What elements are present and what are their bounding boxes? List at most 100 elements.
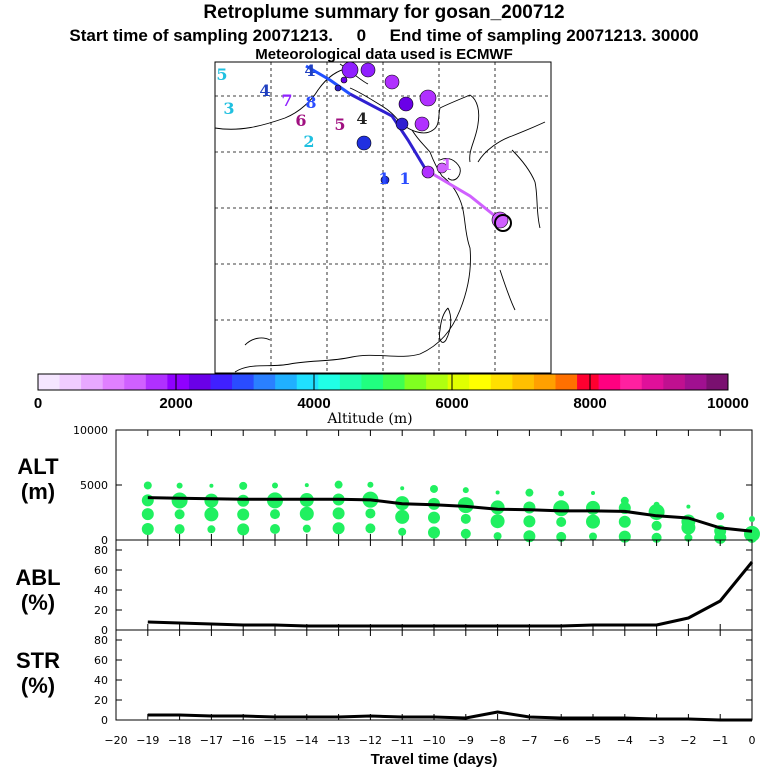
altitude-scatter-point: [430, 484, 438, 493]
altitude-scatter-point: [174, 509, 185, 520]
altitude-scatter-point: [365, 523, 376, 534]
altitude-scatter-point: [334, 480, 343, 489]
altitude-scatter-point: [749, 515, 755, 522]
colorbar-cell: [59, 374, 82, 390]
altitude-scatter-point: [523, 515, 536, 528]
altitude-scatter-point: [171, 492, 188, 509]
altitude-scatter-point: [332, 507, 345, 520]
altitude-scatter-point: [209, 483, 214, 488]
x-tick-label: −1: [712, 734, 728, 747]
x-tick-label: −12: [359, 734, 382, 747]
x-tick-label: −3: [648, 734, 664, 747]
altitude-scatter-point: [490, 500, 505, 515]
colorbar-tick-label: 4000: [297, 395, 330, 412]
altitude-scatter-point: [239, 481, 248, 490]
plume-marker: [398, 96, 414, 112]
altitude-scatter-point: [716, 512, 725, 521]
x-tick-label: −9: [458, 734, 474, 747]
altitude-scatter-point: [460, 528, 471, 539]
panel-ylabel: (m): [21, 479, 55, 504]
altitude-scatter-point: [400, 486, 405, 491]
plume-marker: [421, 165, 435, 179]
series-line: [147, 496, 753, 533]
colorbar-ticks: 0 2000 4000 6000 8000 10000: [34, 374, 749, 412]
altitude-scatter-point: [556, 531, 567, 542]
x-tick-label: −2: [680, 734, 696, 747]
altitude-scatter-point: [525, 488, 534, 497]
altitude-scatter-point: [589, 532, 597, 541]
colorbar-cell: [620, 374, 643, 390]
altitude-scatter-point: [367, 481, 374, 488]
plume-marker: [356, 135, 372, 151]
altitude-scatter-point: [618, 515, 631, 528]
x-tick-label: −20: [104, 734, 127, 747]
plume-marker: [341, 61, 359, 79]
x-tick-label: −4: [617, 734, 633, 747]
altitude-scatter-point: [586, 500, 600, 515]
altitude-scatter-point: [686, 504, 691, 509]
y-tick-label: 0: [101, 714, 108, 727]
map-day-label: 1: [378, 169, 389, 188]
y-tick-label: 10000: [73, 424, 108, 437]
panel-ylabel: ABL: [15, 565, 60, 590]
colorbar-tick-label: 0: [34, 395, 42, 412]
altitude-scatter-point: [553, 500, 570, 517]
altitude-scatter-point: [304, 483, 309, 488]
altitude-scatter-point: [398, 527, 407, 536]
altitude-scatter-point: [495, 490, 500, 495]
colorbar-cell: [188, 374, 211, 390]
y-tick-label: 60: [94, 564, 108, 577]
page-title: Retroplume summary for gosan_200712: [203, 2, 565, 23]
altitude-scatter-point: [591, 490, 595, 495]
colorbar-cells: [38, 374, 729, 390]
map-day-label: 6: [295, 111, 306, 130]
y-tick-label: 0: [101, 534, 108, 547]
altitude-scatter-point: [493, 532, 502, 541]
x-tick-label: −14: [295, 734, 318, 747]
x-tick-label: −5: [585, 734, 601, 747]
altitude-scatter-point: [653, 501, 660, 508]
plume-marker: [384, 74, 400, 90]
plume-marker: [414, 116, 430, 132]
map-day-label: 4: [356, 109, 367, 128]
x-tick-label: −8: [489, 734, 505, 747]
colorbar-cell: [533, 374, 556, 390]
y-tick-label: 80: [94, 634, 108, 647]
altitude-scatter-point: [462, 487, 469, 494]
map-graticule: [215, 62, 551, 373]
plume-marker: [340, 76, 348, 84]
track-segment: [349, 92, 428, 171]
x-tick-label: −15: [263, 734, 286, 747]
altitude-scatter-point: [332, 522, 345, 535]
colorbar-cell: [102, 374, 125, 390]
altitude-scatter-point: [237, 508, 250, 521]
altitude-scatter-point: [141, 508, 154, 521]
colorbar-cell: [38, 374, 60, 390]
plume-marker: [419, 89, 437, 107]
y-tick-label: 80: [94, 544, 108, 557]
y-tick-label: 40: [94, 584, 108, 597]
colorbar-cell: [512, 374, 535, 390]
panel-ylabel: (%): [21, 673, 55, 698]
colorbar-cell: [318, 374, 341, 390]
altitude-scatter-point: [204, 493, 219, 508]
y-tick-label: 20: [94, 604, 108, 617]
colorbar-tick-label: 10000: [707, 395, 749, 412]
colorbar-cell: [296, 374, 319, 390]
colorbar-tick-label: 6000: [435, 395, 468, 412]
series-line: [147, 710, 752, 722]
colorbar-cell: [253, 374, 276, 390]
y-tick-label: 20: [94, 694, 108, 707]
x-axis-title: Travel time (days): [371, 751, 498, 768]
plume-marker: [380, 175, 390, 185]
panel-ylabel: (%): [21, 590, 55, 615]
met-data-line: Meteorological data used is ECMWF: [255, 46, 513, 63]
colorbar-cell: [383, 374, 405, 390]
panel-ylabel: STR: [16, 648, 60, 673]
altitude-scatter-point: [395, 509, 410, 524]
altitude-scatter-point: [558, 490, 565, 497]
colorbar-cell: [339, 374, 362, 390]
colorbar-cell: [598, 374, 621, 390]
